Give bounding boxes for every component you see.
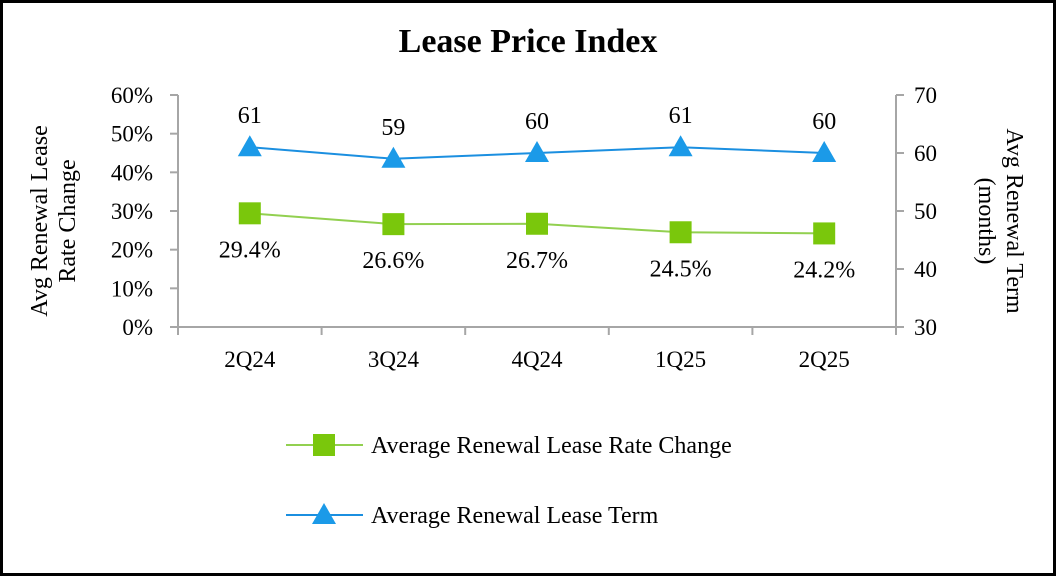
lease-term-data-label: 61 [238,103,262,129]
right-axis-title-line: (months) [973,178,999,265]
lease-term-point [237,135,262,157]
legend-label: Average Renewal Lease Term [371,503,659,529]
x-tick-label: 3Q24 [368,347,420,372]
left-axis-title-line: Rate Change [55,159,81,282]
left-tick-label: 60% [111,83,153,108]
chart-title: Lease Price Index [399,23,658,60]
lease-price-index-chart: Lease Price Index 0% 10% 20% 30% 40% 50% 60% 30… [27,23,1027,529]
rate-change-point [238,202,261,225]
lease-term-point [668,135,693,157]
rate-change-point [382,213,405,236]
left-tick-label: 10% [111,276,153,301]
right-tick-label: 50 [914,199,937,224]
lease-term-point [812,141,837,162]
rate-change-data-label: 26.7% [506,248,568,274]
rate-change-point [526,212,548,235]
lease-term-point [381,146,406,168]
x-tick-label: 4Q24 [511,347,563,372]
rate-change-data-label: 29.4% [219,237,281,263]
left-tick-label: 50% [111,122,153,147]
right-axis-title: Avg Renewal Term(months) [973,128,1027,314]
right-tick-label: 70 [914,83,937,108]
axes-layer: 0% 10% 20% 30% 40% 50% 60% 30 40 50 60 70 2Q24 3Q24 4Q… [27,83,1027,372]
left-axis-title: Avg Renewal LeaseRate Change [27,125,81,316]
rate-change-point [813,222,836,245]
series-layer: 29.4% 26.6% 26.7% 24.5% 24.2% 61 59 60 61 60 [219,103,855,283]
left-tick-label: 20% [111,238,153,263]
legend-item-rate-change: Average Renewal Lease Rate Change [286,433,732,459]
x-tick-label: 2Q25 [799,347,850,372]
left-axis-title-line: Avg Renewal Lease [27,125,53,316]
right-axis-title-line: Avg Renewal Term [1001,128,1027,314]
right-tick-label: 60 [914,141,937,166]
legend-item-lease-term: Average Renewal Lease Term [286,503,659,529]
rate-change-data-label: 24.2% [793,257,855,283]
legend: Average Renewal Lease Rate Change Average… [286,433,732,529]
lease-term-data-label: 60 [525,109,549,135]
legend-label: Average Renewal Lease Rate Change [371,433,732,459]
right-tick-label: 40 [914,257,937,282]
right-tick-label: 30 [914,315,937,340]
left-tick-label: 40% [111,160,153,185]
lease-term-data-label: 61 [669,103,693,129]
lease-term-point [525,141,549,162]
lease-term-data-label: 60 [812,109,836,135]
x-tick-label: 2Q24 [224,347,276,372]
left-tick-label: 30% [111,199,153,224]
rate-change-data-label: 26.6% [362,248,424,274]
x-tick-label: 1Q25 [655,347,706,372]
left-tick-label: 0% [122,315,153,340]
rate-change-data-label: 24.5% [650,256,712,282]
legend-swatch-marker [312,503,336,524]
lease-term-data-label: 59 [381,115,405,141]
rate-change-point [669,221,692,244]
legend-swatch-marker [313,434,335,456]
